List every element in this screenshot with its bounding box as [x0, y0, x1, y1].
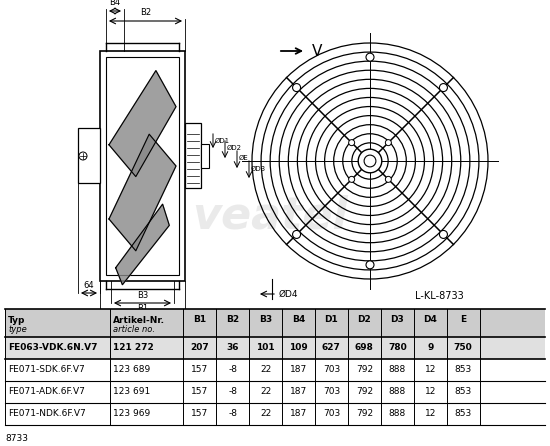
Text: 187: 187	[290, 388, 307, 396]
Text: -8: -8	[228, 366, 237, 375]
Text: 157: 157	[191, 409, 208, 418]
Text: 12: 12	[425, 388, 436, 396]
Text: 888: 888	[389, 409, 406, 418]
Text: 187: 187	[290, 366, 307, 375]
Bar	[5, 381, 545, 403]
Text: 703: 703	[323, 366, 340, 375]
Text: FE063-VDK.6N.V7: FE063-VDK.6N.V7	[8, 343, 97, 352]
Text: 750: 750	[454, 343, 472, 352]
Text: 792: 792	[356, 366, 373, 375]
Text: 109: 109	[289, 343, 308, 352]
Text: veatel: veatel	[192, 194, 348, 238]
Text: 36: 36	[227, 343, 239, 352]
Text: 123 969: 123 969	[113, 409, 151, 418]
Circle shape	[366, 261, 374, 269]
Text: article no.: article no.	[113, 325, 155, 334]
Text: 22: 22	[260, 409, 271, 418]
Circle shape	[386, 140, 392, 146]
Text: 853: 853	[454, 366, 472, 375]
Text: 64: 64	[84, 281, 94, 290]
Text: 121 272: 121 272	[113, 343, 154, 352]
Text: ØD2: ØD2	[227, 145, 242, 151]
Text: 187: 187	[290, 409, 307, 418]
Circle shape	[364, 155, 376, 167]
Polygon shape	[109, 134, 176, 251]
Text: 12: 12	[425, 409, 436, 418]
Text: D2: D2	[358, 314, 371, 323]
Text: 703: 703	[323, 409, 340, 418]
Circle shape	[358, 149, 382, 173]
Circle shape	[349, 176, 355, 182]
Circle shape	[293, 83, 300, 91]
Text: ØD4: ØD4	[279, 289, 299, 298]
Bar	[201, 144, 209, 168]
Circle shape	[293, 231, 300, 239]
Polygon shape	[116, 204, 169, 285]
Text: type: type	[8, 325, 27, 334]
Bar	[100, 51, 185, 281]
Bar	[5, 309, 545, 337]
Text: L-KL-8733: L-KL-8733	[415, 291, 464, 301]
Text: E: E	[460, 314, 466, 323]
Text: 703: 703	[323, 388, 340, 396]
Text: ØE: ØE	[239, 155, 249, 161]
Text: 698: 698	[355, 343, 374, 352]
Text: 157: 157	[191, 366, 208, 375]
Text: 853: 853	[454, 388, 472, 396]
Text: 22: 22	[260, 366, 271, 375]
Text: 22: 22	[260, 388, 271, 396]
Text: B4: B4	[109, 0, 120, 7]
Text: B1: B1	[137, 304, 148, 313]
Text: 207: 207	[190, 343, 209, 352]
Polygon shape	[109, 70, 176, 177]
Text: 101: 101	[256, 343, 275, 352]
Text: FE071-NDK.6F.V7: FE071-NDK.6F.V7	[8, 409, 86, 418]
Circle shape	[366, 53, 374, 61]
Text: B3: B3	[259, 314, 272, 323]
Text: 9: 9	[427, 343, 433, 352]
Text: 888: 888	[389, 366, 406, 375]
Text: D4: D4	[424, 314, 437, 323]
Text: 888: 888	[389, 388, 406, 396]
Text: 8733: 8733	[5, 434, 28, 443]
Circle shape	[79, 152, 87, 160]
Text: B2: B2	[140, 8, 151, 17]
Bar	[78, 128, 100, 183]
Circle shape	[439, 83, 448, 91]
Bar	[5, 359, 545, 381]
Text: D1: D1	[324, 314, 338, 323]
Circle shape	[386, 176, 392, 182]
Text: FE071-ADK.6F.V7: FE071-ADK.6F.V7	[8, 388, 85, 396]
Text: D3: D3	[390, 314, 404, 323]
Text: -8: -8	[228, 388, 237, 396]
Text: B1: B1	[193, 314, 206, 323]
Text: -8: -8	[228, 409, 237, 418]
Text: 853: 853	[454, 409, 472, 418]
Text: 123 691: 123 691	[113, 388, 151, 396]
Text: 12: 12	[425, 366, 436, 375]
Text: B4: B4	[292, 314, 305, 323]
Text: 792: 792	[356, 409, 373, 418]
Text: B2: B2	[226, 314, 239, 323]
Text: FE071-SDK.6F.V7: FE071-SDK.6F.V7	[8, 366, 85, 375]
Circle shape	[349, 140, 355, 146]
Text: 157: 157	[191, 388, 208, 396]
Bar	[106, 57, 179, 275]
Bar	[5, 337, 545, 359]
Text: B3: B3	[137, 291, 148, 300]
Text: 627: 627	[322, 343, 341, 352]
Text: 123 689: 123 689	[113, 366, 151, 375]
Text: 792: 792	[356, 388, 373, 396]
Text: Artikel-Nr.: Artikel-Nr.	[113, 316, 166, 325]
Text: 780: 780	[388, 343, 406, 352]
Text: V: V	[312, 44, 322, 58]
Text: Typ: Typ	[8, 316, 25, 325]
Text: ØD1: ØD1	[215, 138, 230, 144]
Circle shape	[439, 231, 448, 239]
Bar	[185, 123, 201, 188]
Text: ØD3: ØD3	[251, 166, 266, 172]
Bar	[5, 403, 545, 425]
